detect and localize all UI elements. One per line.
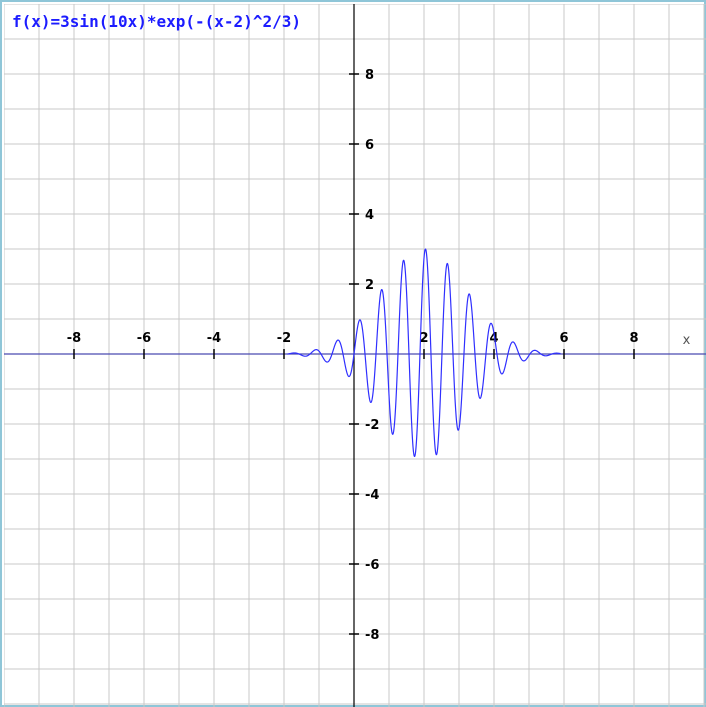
tick-labels: -8 -6 -4 -2 2 4 6 8 8 6 4 2 -2 -4 -6 -8 x — [67, 68, 691, 643]
function-curve — [287, 248, 561, 458]
x-tick-label: 8 — [629, 331, 638, 346]
y-tick-label: 2 — [365, 278, 374, 293]
formula-label: f(x)=3sin(10x)*exp(-(x-2)^2/3) — [12, 12, 301, 31]
y-tick-label: 6 — [365, 138, 374, 153]
y-tick-label: -8 — [365, 628, 379, 643]
y-tick-label: -6 — [365, 558, 379, 573]
y-tick-label: -2 — [365, 418, 379, 433]
grid-lines — [4, 4, 706, 707]
y-tick-label: -4 — [365, 488, 379, 503]
y-tick-label: 4 — [365, 208, 374, 223]
x-tick-label: 6 — [559, 331, 568, 346]
x-axis-label: x — [683, 333, 691, 348]
x-tick-label: -8 — [67, 331, 81, 346]
x-tick-label: 4 — [489, 331, 498, 346]
y-tick-label: 8 — [365, 68, 374, 83]
x-tick-label: -2 — [277, 331, 291, 346]
x-tick-label: 2 — [419, 331, 428, 346]
tick-marks — [73, 73, 635, 635]
plot-area: -8 -6 -4 -2 2 4 6 8 8 6 4 2 -2 -4 -6 -8 x — [4, 4, 706, 707]
x-tick-label: -6 — [137, 331, 151, 346]
x-tick-label: -4 — [207, 331, 221, 346]
